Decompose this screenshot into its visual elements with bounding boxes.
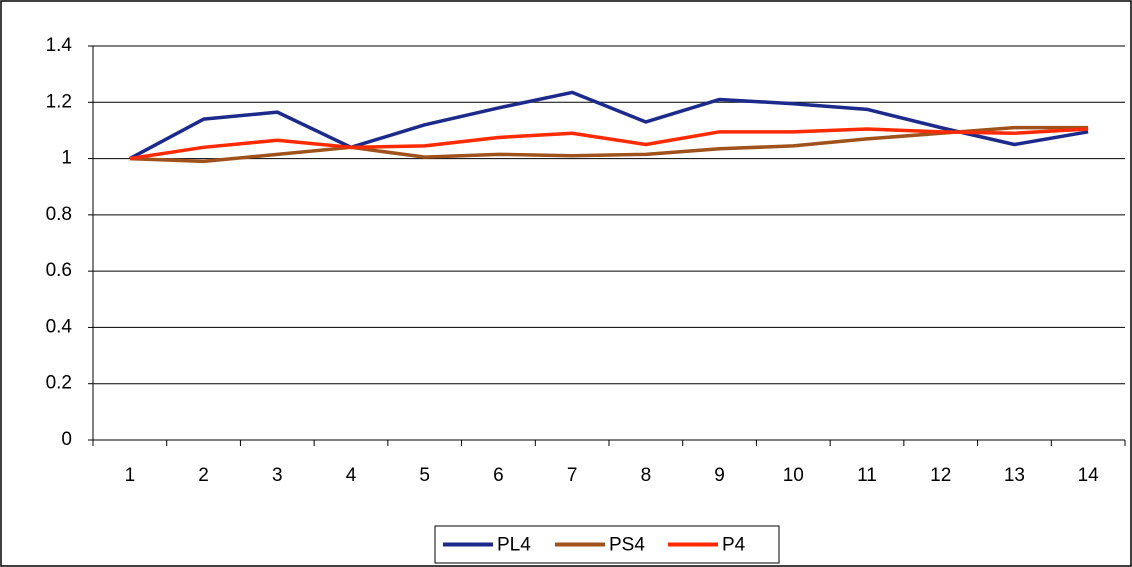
legend-label: PL4 bbox=[497, 535, 531, 556]
y-tick-label: 1 bbox=[61, 148, 72, 169]
x-tick-label: 14 bbox=[1078, 465, 1100, 486]
x-tick-label: 2 bbox=[198, 465, 209, 486]
x-tick-label: 6 bbox=[493, 465, 504, 486]
y-tick-label: 1.4 bbox=[46, 35, 73, 56]
y-tick-label: 0.2 bbox=[46, 373, 72, 394]
x-tick-label: 12 bbox=[930, 465, 951, 486]
x-tick-label: 3 bbox=[272, 465, 283, 486]
x-tick-label: 11 bbox=[857, 465, 877, 486]
y-tick-label: 0.6 bbox=[46, 260, 72, 281]
x-tick-label: 7 bbox=[567, 465, 578, 486]
y-tick-label: 0.8 bbox=[46, 204, 72, 225]
x-tick-label: 8 bbox=[641, 465, 652, 486]
x-tick-label: 4 bbox=[346, 465, 357, 486]
legend-label: P4 bbox=[722, 535, 746, 556]
series-line bbox=[129, 90, 1089, 161]
legend-label: PS4 bbox=[609, 535, 645, 556]
series-line bbox=[129, 125, 1089, 164]
series-line bbox=[129, 127, 1089, 161]
y-tick-label: 1.2 bbox=[46, 91, 72, 112]
x-tick-label: 10 bbox=[783, 465, 804, 486]
x-tick-label: 5 bbox=[419, 465, 430, 486]
y-tick-label: 0 bbox=[61, 429, 72, 450]
x-tick-label: 13 bbox=[1004, 465, 1025, 486]
x-tick-label: 1 bbox=[125, 465, 136, 486]
y-tick-label: 0.4 bbox=[46, 316, 73, 337]
x-tick-label: 9 bbox=[714, 465, 725, 486]
